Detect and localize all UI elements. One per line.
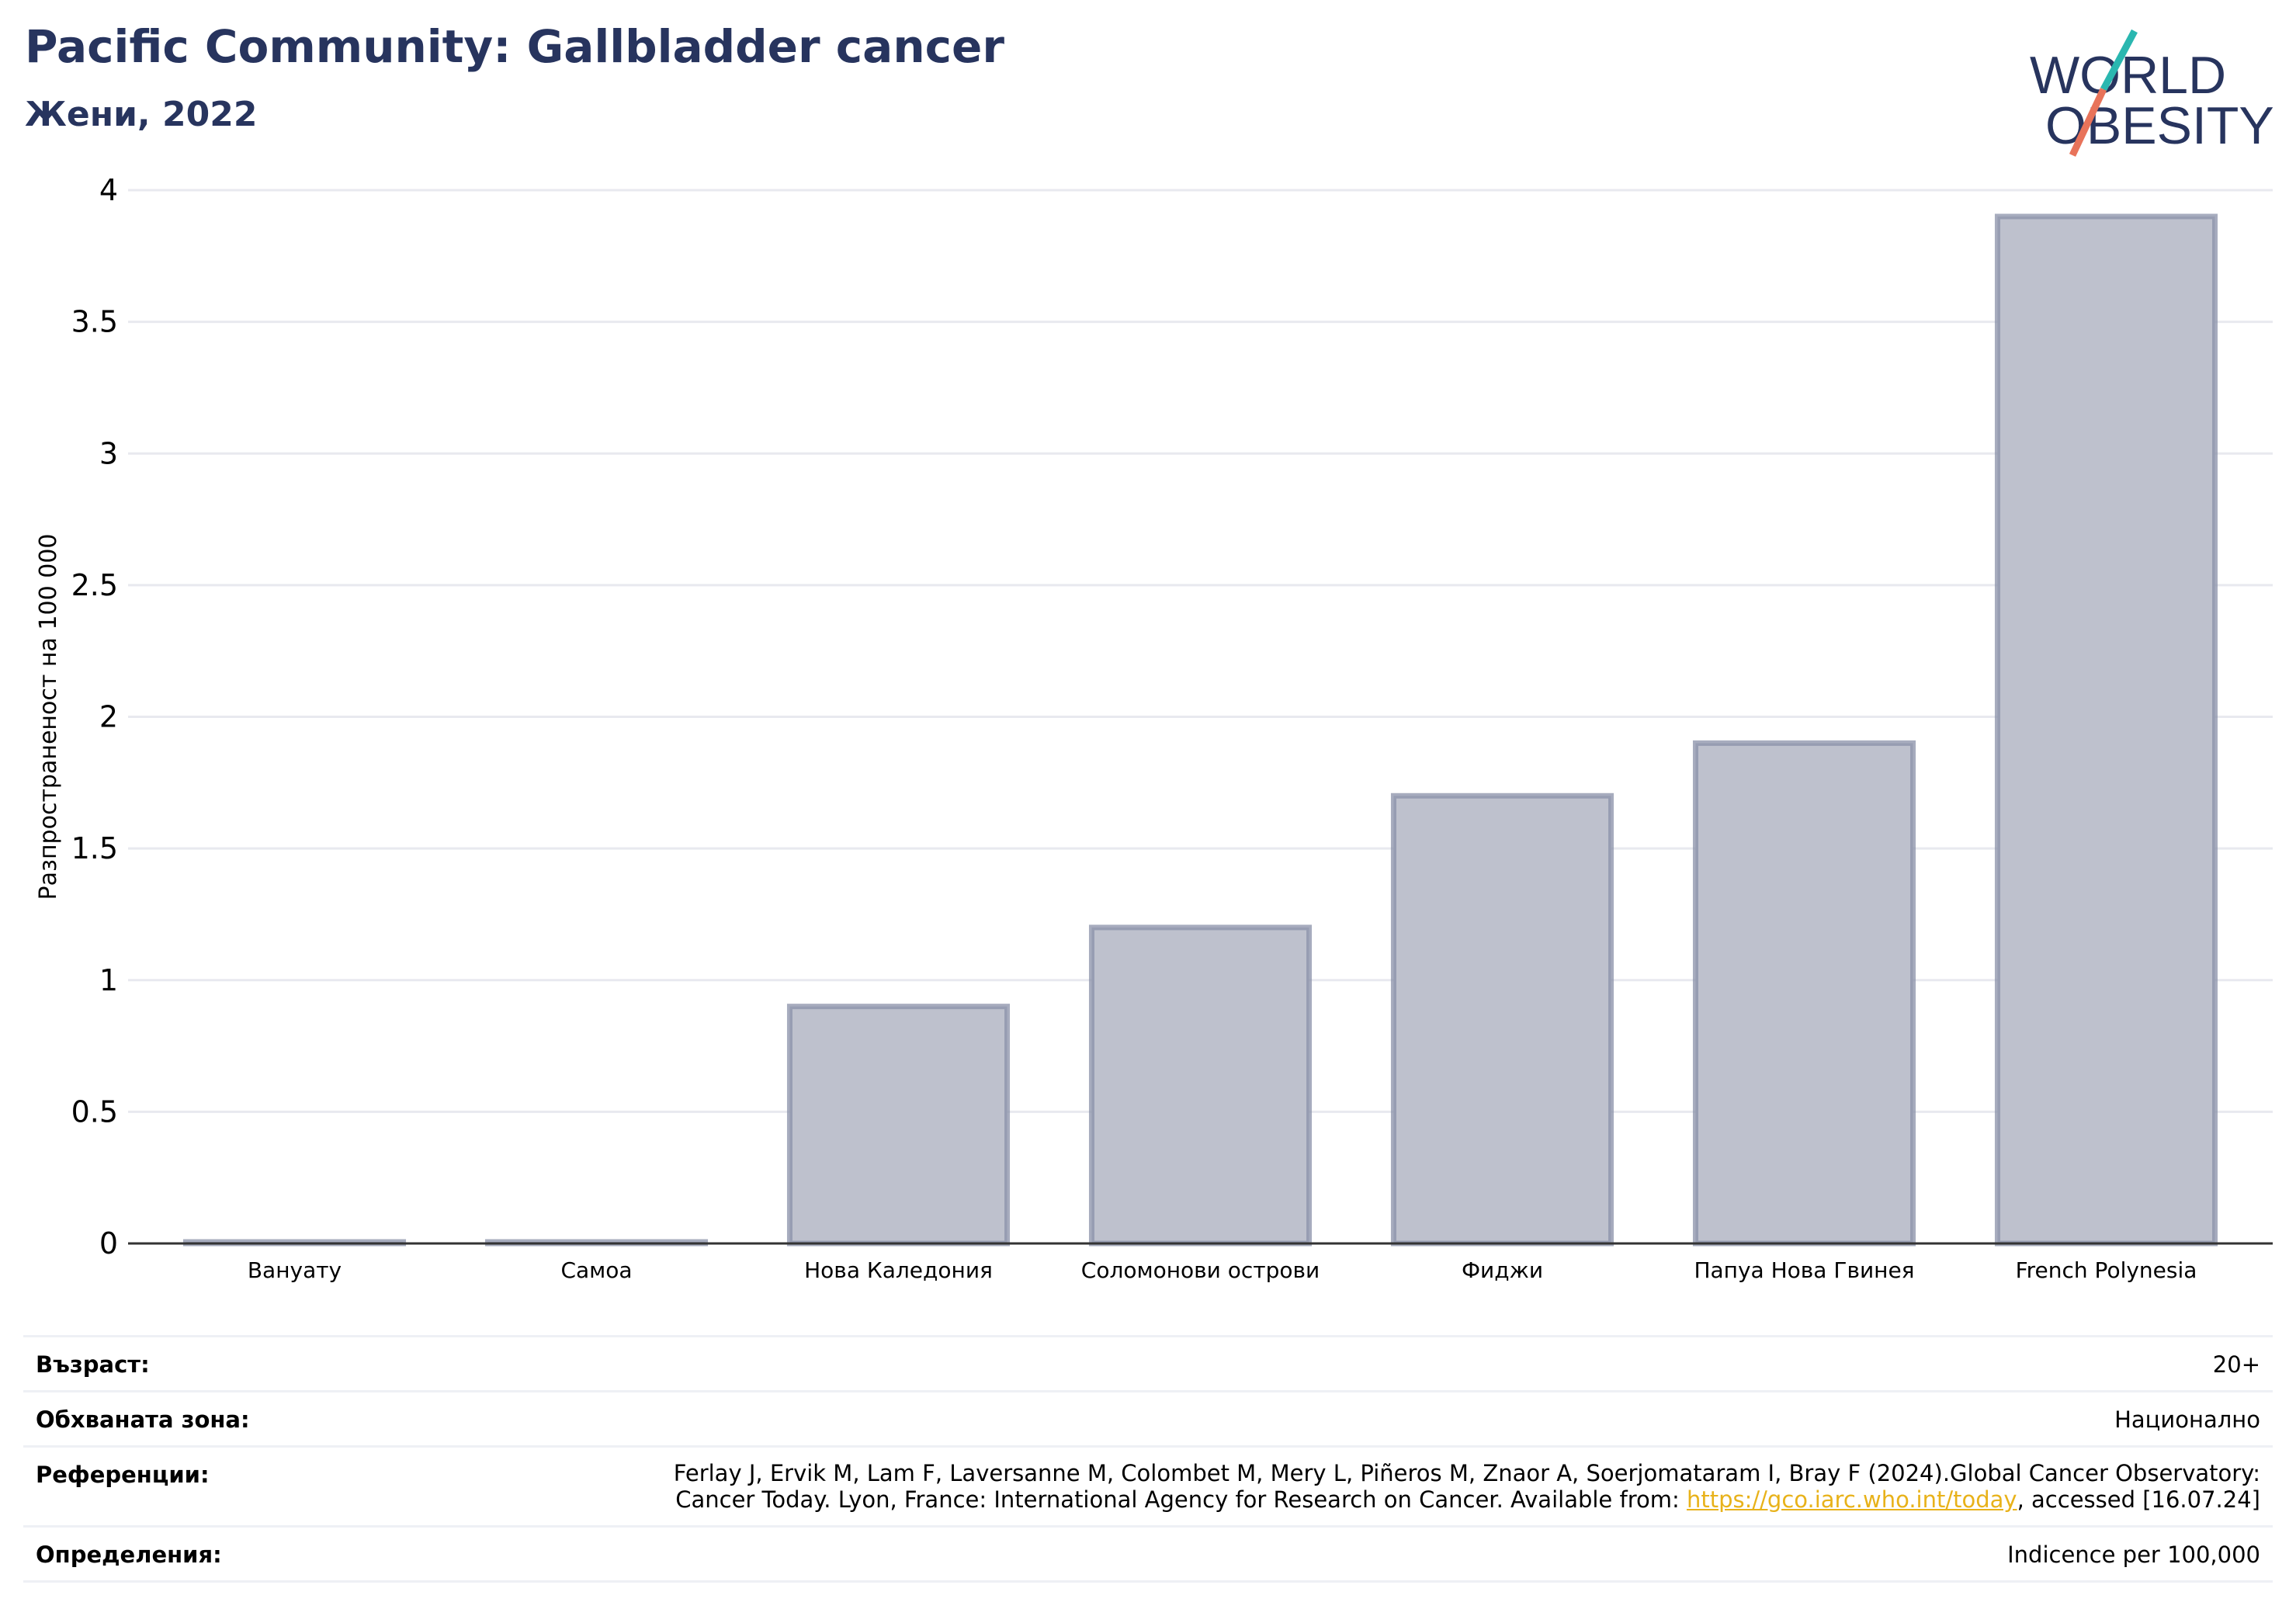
meta-row-references: Референции: Ferlay J, Ervik M, Lam F, La… <box>23 1445 2273 1525</box>
bar[interactable] <box>1088 924 1313 1247</box>
y-tick-label: 3 <box>99 436 118 470</box>
definitions-label: Определения: <box>36 1542 222 1568</box>
x-tick-label: French Polynesia <box>2016 1257 2197 1283</box>
meta-row-area: Обхваната зона: Национално <box>23 1390 2273 1445</box>
x-tick-label: Нова Каледония <box>804 1257 993 1283</box>
y-tick-label: 2 <box>99 700 118 734</box>
bar-chart: 0 0.5 1 1.5 2 2.5 3 3.5 4 Вануату Самоа Нова Калед… <box>35 173 2273 1283</box>
bar[interactable] <box>1692 740 1916 1247</box>
x-axis-ticks: Вануату Самоа Нова Каледония Соломонови ост… <box>248 1257 2197 1283</box>
age-value: 20+ <box>2212 1351 2260 1378</box>
logo-line1: WORLD <box>2030 46 2226 105</box>
reference-line-2: Cancer Today. Lyon, France: Internationa… <box>674 1486 2260 1513</box>
references-value: Ferlay J, Ervik M, Lam F, Laversanne M, … <box>674 1460 2260 1513</box>
x-tick-label: Фиджи <box>1462 1257 1543 1283</box>
reference-line-2-end: , accessed [16.07.24] <box>2017 1486 2260 1513</box>
definitions-value: Indicence per 100,000 <box>2007 1542 2260 1568</box>
y-tick-label: 1.5 <box>71 831 118 865</box>
world-obesity-logo: WORLD OBESITY <box>2030 29 2274 157</box>
age-label: Възраст: <box>36 1351 150 1378</box>
area-value: Национално <box>2114 1406 2260 1433</box>
y-tick-label: 2.5 <box>71 568 118 602</box>
area-label: Обхваната зона: <box>36 1406 250 1433</box>
metadata-table: Възраст: 20+ Обхваната зона: Национално … <box>23 1335 2273 1583</box>
reference-line-2-start: Cancer Today. Lyon, France: Internationa… <box>675 1486 1687 1513</box>
x-tick-label: Самоа <box>560 1257 632 1283</box>
chart-subtitle: Жени, 2022 <box>25 95 258 134</box>
bars <box>182 213 2218 1247</box>
reference-link[interactable]: https://gco.iarc.who.int/today <box>1686 1486 2017 1513</box>
y-tick-label: 0.5 <box>71 1094 118 1129</box>
y-tick-label: 4 <box>99 173 118 207</box>
bar[interactable] <box>786 1004 1011 1247</box>
meta-row-definitions: Определения: Indicence per 100,000 <box>23 1525 2273 1583</box>
y-axis-ticks: 0 0.5 1 1.5 2 2.5 3 3.5 4 <box>71 173 118 1261</box>
y-tick-label: 1 <box>99 963 118 997</box>
reference-line-1: Ferlay J, Ervik M, Lam F, Laversanne M, … <box>673 1460 2260 1486</box>
y-axis-label: Разпространеност на 100 000 <box>35 534 62 900</box>
x-tick-label: Вануату <box>248 1257 342 1283</box>
logo-slash-bottom <box>2069 88 2107 157</box>
meta-row-age: Възраст: 20+ <box>23 1335 2273 1390</box>
references-label: Референции: <box>36 1462 210 1488</box>
bar[interactable] <box>1390 792 1614 1247</box>
chart-title: Pacific Community: Gallbladder cancer <box>25 20 1004 73</box>
logo-slash-top <box>2100 29 2138 92</box>
x-tick-label: Соломонови острови <box>1081 1257 1320 1283</box>
y-tick-label: 3.5 <box>71 305 118 339</box>
x-tick-label: Папуа Нова Гвинея <box>1694 1257 1914 1283</box>
y-tick-label: 0 <box>99 1226 118 1261</box>
bar[interactable] <box>1994 213 2218 1247</box>
